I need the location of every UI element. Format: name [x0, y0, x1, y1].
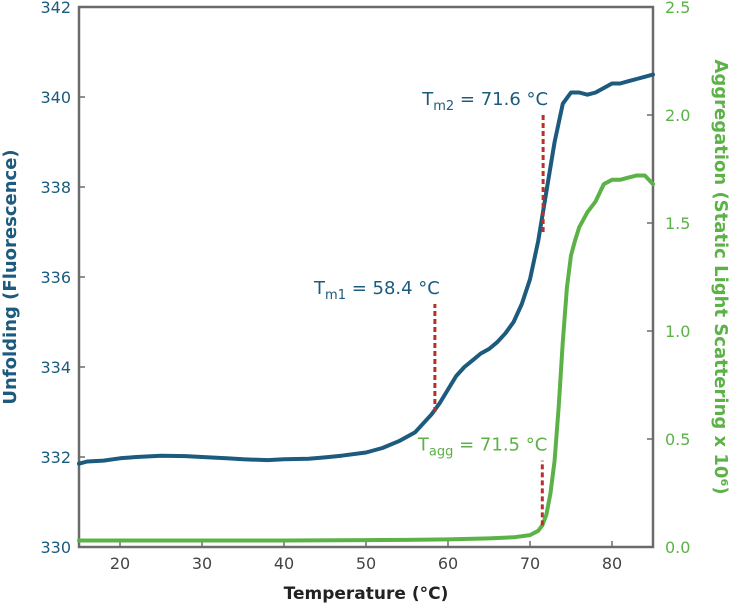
right-tick-label: 1.5: [665, 214, 690, 233]
left-tick-label: 330: [40, 538, 71, 557]
x-tick-label: 60: [438, 554, 458, 573]
left-tick-label: 342: [40, 0, 71, 17]
annotation-layer: Tm1 = 58.4 °C Tm2 = 71.6 °C Tagg = 71.5 °C: [313, 89, 548, 526]
left-tick-label: 336: [40, 268, 71, 287]
unfolding-series-line: [77, 72, 655, 466]
aggregation-series-line: [77, 173, 655, 543]
x-tick-label: 30: [192, 554, 212, 573]
annotation-label: Tm2 = 71.6 °C: [421, 89, 548, 114]
x-tick-label: 20: [110, 554, 130, 573]
left-tick-label: 340: [40, 88, 71, 107]
right-tick-label: 2.5: [665, 0, 690, 17]
annotation-label: Tagg = 71.5 °C: [417, 435, 547, 460]
annotation-label: Tm1 = 58.4 °C: [313, 278, 440, 303]
left-tick-label: 334: [40, 358, 71, 377]
right-tick-label: 0.0: [665, 538, 690, 557]
series-layer: [77, 72, 655, 543]
x-axis-ticks: 20 30 40 50 60 70 80: [110, 541, 622, 573]
x-axis-label: Temperature (°C): [284, 584, 449, 604]
left-tick-label: 332: [40, 448, 71, 467]
x-tick-label: 50: [356, 554, 376, 573]
x-tick-label: 70: [520, 554, 540, 573]
left-tick-label: 338: [40, 178, 71, 197]
x-tick-label: 80: [602, 554, 622, 573]
right-axis-label: Aggregation (Static Light Scattering x 1…: [710, 59, 731, 494]
right-tick-label: 2.0: [665, 106, 690, 125]
x-tick-label: 40: [274, 554, 294, 573]
right-tick-label: 1.0: [665, 322, 690, 341]
left-axis-label: Unfolding (Fluorescence): [0, 149, 21, 404]
left-axis-ticks: 330 332 334 336 338 340 342: [40, 0, 85, 557]
right-axis-ticks: 0.0 0.5 1.0 1.5 2.0 2.5: [647, 0, 690, 557]
right-tick-label: 0.5: [665, 430, 690, 449]
